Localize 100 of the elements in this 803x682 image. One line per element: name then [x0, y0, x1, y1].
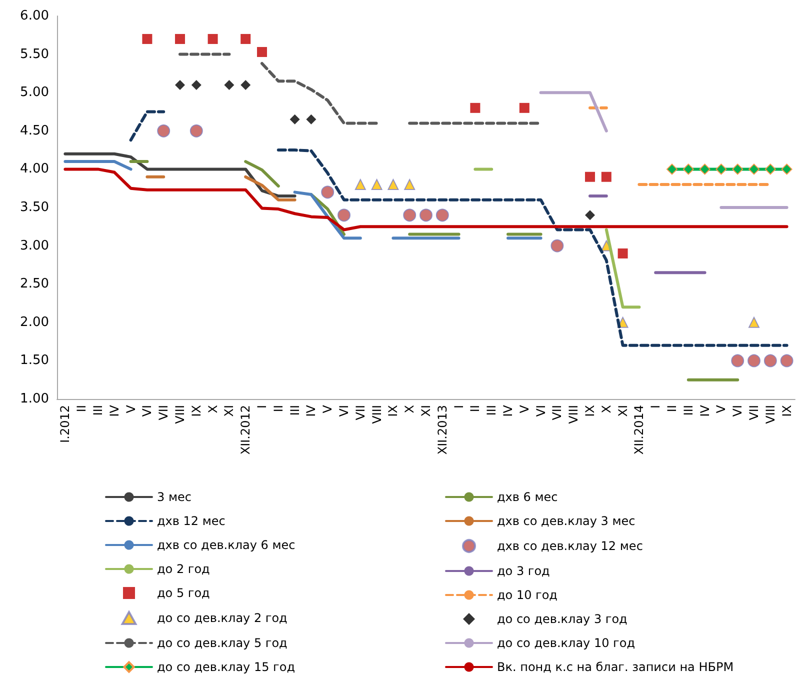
y-tick-label: 4.00: [20, 162, 49, 177]
point: [175, 80, 185, 90]
y-tick-label: 1.50: [20, 353, 49, 368]
x-tick-label: VII: [156, 405, 171, 420]
legend-label: дхв со дев.клау 12 мес: [497, 539, 643, 553]
x-tick-label: I: [648, 405, 663, 409]
x-tick-label: V: [714, 404, 728, 414]
point: [290, 114, 300, 124]
x-tick-label: VIII: [173, 405, 187, 424]
point: [240, 80, 251, 90]
point: [175, 34, 185, 44]
point: [354, 179, 366, 190]
x-tick-label: XII.2014: [632, 405, 646, 455]
point: [519, 102, 530, 113]
point: [224, 80, 234, 90]
legend-label: до 2 год: [157, 562, 210, 576]
point: [190, 124, 203, 138]
point: [781, 164, 792, 175]
x-tick-label: I: [255, 405, 269, 409]
x-tick-label: VIII: [763, 405, 778, 424]
legend-label: до со дев.клау 15 год: [157, 660, 295, 674]
line-series: [64, 152, 296, 198]
point: [306, 114, 316, 124]
point: [748, 164, 760, 175]
x-tick-label: VII: [550, 405, 564, 420]
x-tick-label: VI: [140, 405, 154, 417]
point: [157, 124, 170, 138]
point: [682, 164, 694, 175]
y-tick-label: 5.00: [20, 85, 49, 100]
point: [191, 80, 202, 90]
point: [618, 248, 628, 258]
x-tick-label: VII: [747, 405, 761, 420]
x-tick-label: IX: [386, 405, 400, 417]
y-tick-label: 6.00: [20, 8, 49, 24]
x-tick-label: IX: [583, 405, 597, 417]
x-tick-label: II: [271, 405, 286, 412]
y-tick-label: 2.50: [20, 276, 49, 292]
point: [585, 210, 595, 220]
x-tick-label: III: [288, 405, 302, 416]
x-tick-label: X: [206, 405, 220, 414]
legend-label: до со дев.клау 10 год: [497, 636, 635, 650]
legend-label: до 5 год: [157, 586, 210, 600]
x-tick-label: III: [91, 405, 105, 416]
x-tick-label: VII: [353, 405, 368, 420]
legend-label: дхв со дев.клау 6 мес: [157, 538, 296, 552]
x-tick-label: IV: [501, 404, 515, 417]
legend-label: дхв 12 мес: [157, 514, 226, 528]
point: [780, 354, 794, 368]
x-tick-label: X: [402, 405, 417, 414]
x-tick-label: VI: [534, 405, 548, 417]
x-tick-label: IV: [698, 404, 712, 417]
legend-label: дхв 6 мес: [497, 490, 558, 504]
point: [764, 354, 777, 368]
point: [371, 179, 382, 190]
legend-label: до 10 год: [497, 588, 558, 602]
legend-label: до со дев.клау 5 год: [157, 636, 288, 650]
y-tick-label: 3.50: [20, 200, 49, 215]
x-tick-label: V: [517, 404, 532, 414]
y-tick-label: 1.00: [20, 392, 49, 406]
x-tick-label: VIII: [370, 405, 384, 424]
point: [208, 34, 218, 44]
x-tick-label: V: [124, 404, 138, 414]
x-tick-label: XII.2013: [435, 405, 450, 455]
line-series: [64, 168, 788, 232]
x-tick-label: I.2012: [58, 405, 72, 443]
x-tick-label: V: [320, 404, 335, 414]
point: [550, 239, 564, 252]
legend-label: Вк. понд к.с на благ. записи на НБРМ: [497, 660, 734, 674]
point: [585, 172, 595, 182]
x-tick-label: I: [452, 405, 466, 409]
x-tick-label: VI: [730, 405, 745, 417]
x-tick-label: II: [468, 405, 482, 412]
x-tick-label: IV: [304, 404, 318, 417]
x-tick-label: IX: [189, 405, 204, 417]
point: [699, 164, 710, 175]
x-tick-label: IX: [780, 405, 794, 417]
point: [240, 34, 251, 44]
point: [388, 179, 399, 190]
x-tick-label: XI: [616, 405, 630, 417]
y-tick-label: 2.00: [20, 314, 49, 330]
y-tick-label: 4.50: [20, 123, 49, 138]
x-tick-label: IV: [107, 404, 122, 417]
point: [436, 208, 449, 222]
point: [338, 208, 350, 222]
legend-label: до 3 год: [497, 564, 550, 578]
x-tick-label: XII.2012: [238, 405, 253, 455]
point: [321, 186, 334, 199]
y-tick-label: 3.00: [20, 238, 49, 254]
x-tick-label: XI: [222, 405, 236, 417]
point: [404, 179, 416, 190]
legend-label: до со дев.клау 3 год: [497, 612, 628, 626]
point: [142, 34, 152, 44]
x-tick-label: VI: [337, 405, 351, 417]
point: [748, 354, 760, 368]
point: [764, 164, 776, 175]
x-tick-label: VIII: [566, 405, 581, 424]
point: [666, 164, 678, 175]
legend-label: до со дев.клау 2 год: [157, 611, 288, 625]
x-tick-label: III: [681, 405, 696, 416]
x-tick-label: II: [74, 405, 89, 412]
